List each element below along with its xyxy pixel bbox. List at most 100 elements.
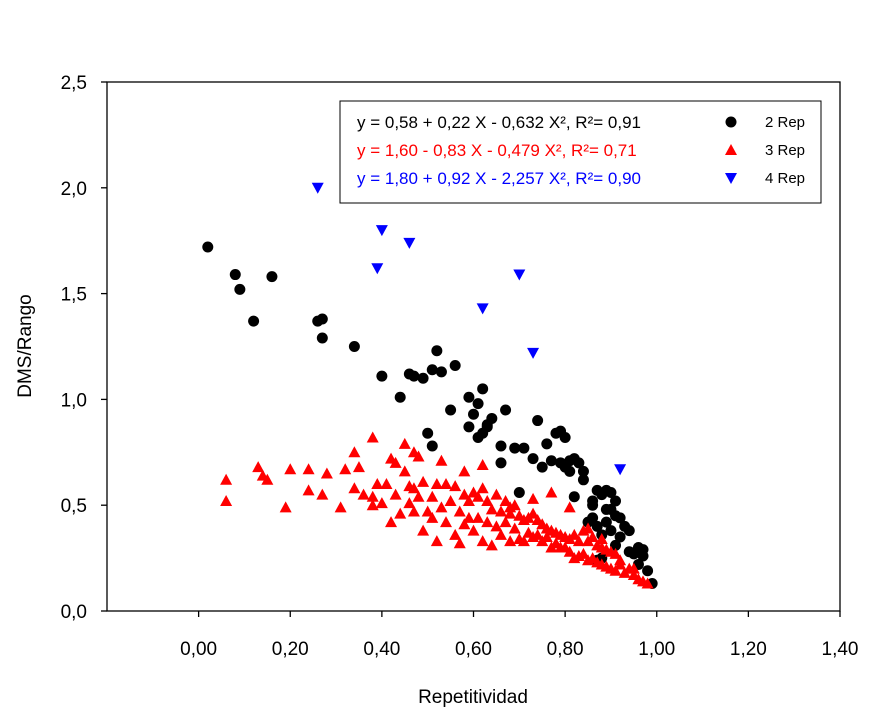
legend-marker (725, 173, 737, 184)
data-point (499, 516, 512, 528)
y-tick-label: 2,0 (61, 179, 87, 200)
data-point (422, 427, 434, 439)
data-point (627, 562, 640, 574)
data-point (394, 391, 406, 403)
data-point (463, 421, 475, 433)
data-point (504, 507, 517, 519)
data-point (398, 465, 411, 477)
data-point (449, 360, 461, 372)
y-tick-label: 0,0 (61, 602, 87, 623)
data-point (614, 554, 627, 566)
data-point (532, 415, 544, 427)
data-point (563, 501, 576, 513)
data-point (481, 494, 494, 506)
data-point (568, 491, 580, 503)
data-point (591, 520, 603, 532)
data-point (417, 475, 430, 487)
data-point (490, 488, 503, 500)
data-point (352, 461, 365, 473)
data-point (477, 383, 489, 395)
data-point (577, 465, 589, 477)
data-point (316, 313, 328, 325)
data-point (494, 528, 507, 540)
data-point (642, 565, 654, 577)
data-point (572, 535, 585, 547)
x-tick-label: 0,20 (272, 639, 309, 660)
data-point (435, 501, 448, 513)
x-tick-label: 0,40 (363, 639, 400, 660)
data-point (527, 453, 539, 465)
data-point (229, 269, 241, 281)
data-point (430, 478, 443, 490)
data-point (614, 464, 627, 476)
data-point (440, 516, 453, 528)
data-point (587, 499, 599, 511)
data-point (220, 494, 233, 506)
data-point (610, 495, 622, 507)
x-tick-label: 0,60 (455, 639, 492, 660)
data-point (462, 511, 475, 523)
data-point (366, 499, 379, 511)
data-point (476, 482, 489, 494)
data-point (380, 478, 393, 490)
data-point (600, 516, 612, 528)
data-point (563, 545, 576, 557)
data-point (371, 478, 384, 490)
data-point (517, 535, 530, 547)
data-point (472, 490, 485, 502)
legend-equation: y = 0,58 + 0,22 X - 0,632 X², R²= 0,91 (357, 113, 641, 132)
data-point (462, 494, 475, 506)
data-point (357, 488, 370, 500)
data-point (458, 465, 471, 477)
data-point (605, 503, 617, 515)
legend-series-name: 3 Rep (765, 142, 805, 159)
data-point (449, 528, 462, 540)
data-point (316, 332, 328, 344)
data-point (495, 457, 507, 469)
data-point (284, 463, 297, 475)
data-point (504, 535, 517, 547)
data-point (463, 391, 475, 403)
y-tick-label: 0,5 (61, 496, 87, 517)
data-point (495, 440, 507, 452)
data-point (375, 225, 388, 237)
legend-marker (725, 144, 737, 155)
x-tick-label: 0,80 (547, 639, 584, 660)
data-point (504, 501, 517, 513)
data-point (252, 461, 265, 473)
data-point (435, 366, 447, 378)
data-point (417, 372, 429, 384)
data-point (513, 269, 526, 281)
data-point (407, 482, 420, 494)
data-point (513, 487, 525, 499)
data-point (527, 507, 540, 519)
data-point (582, 522, 595, 534)
data-point (412, 490, 425, 502)
data-point (279, 501, 292, 513)
data-point (481, 516, 494, 528)
data-point (499, 494, 512, 506)
data-point (403, 237, 416, 249)
data-point (426, 440, 438, 452)
data-point (389, 488, 402, 500)
data-point (614, 531, 626, 543)
data-point (320, 467, 333, 479)
data-point (417, 524, 430, 536)
data-point (421, 505, 434, 517)
data-point (490, 520, 503, 532)
series-2 (220, 431, 654, 589)
data-point (339, 463, 352, 475)
y-tick-label: 1,5 (61, 285, 87, 306)
data-point (445, 404, 457, 416)
x-axis-ticks: 0,00 0,20 0,40 0,60 0,80 1,00 1,20 1,40 (180, 611, 858, 660)
data-point (494, 505, 507, 517)
data-point (559, 431, 571, 443)
data-point (398, 437, 411, 449)
y-axis-title: DMS/Rango (15, 294, 36, 398)
data-point (458, 518, 471, 530)
x-tick-label: 0,00 (180, 639, 217, 660)
data-point (220, 473, 233, 485)
data-point (614, 512, 626, 524)
x-tick-label: 1,00 (638, 639, 675, 660)
data-point (407, 446, 420, 458)
